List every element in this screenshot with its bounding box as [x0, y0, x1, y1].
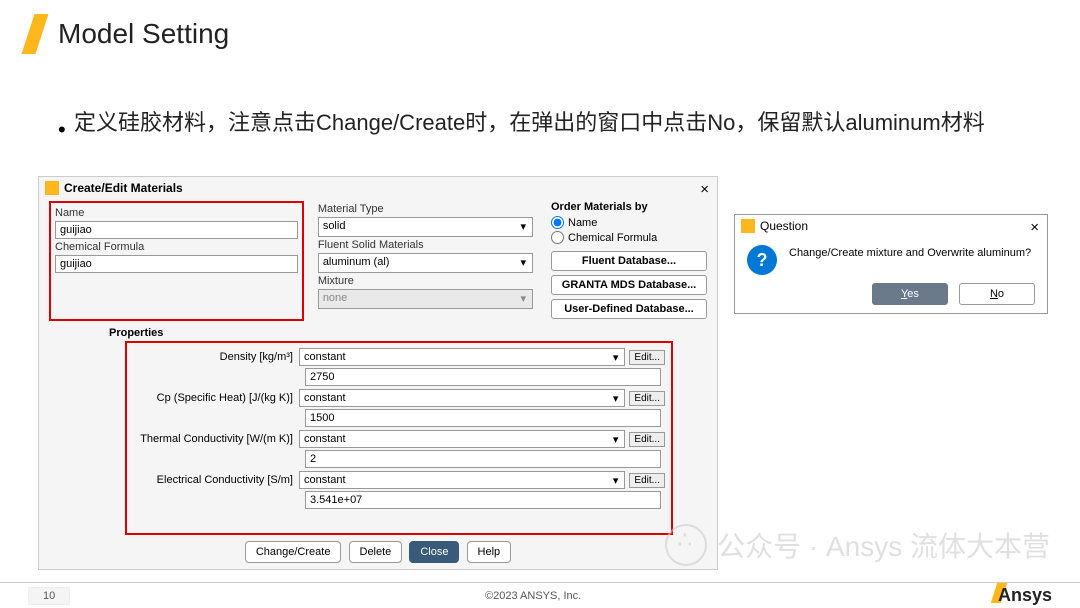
footer: 10 ©2023 ANSYS, Inc. Ansys — [0, 582, 1080, 608]
mat-type-select[interactable]: solid — [318, 217, 533, 237]
density-select[interactable]: constant — [299, 348, 625, 366]
watermark: 公众号 · Ansys 流体大本营 — [665, 524, 1050, 566]
electrical-value[interactable]: 3.541e+07 — [305, 491, 661, 509]
delete-button[interactable]: Delete — [349, 541, 403, 563]
material-type-section: Material Type solid Fluent Solid Materia… — [318, 201, 533, 321]
order-section: Order Materials by Name Chemical Formula… — [551, 201, 707, 321]
thermal-value[interactable]: 2 — [305, 450, 661, 468]
fluent-solid-select[interactable]: aluminum (al) — [318, 253, 533, 273]
bullet-text: 定义硅胶材料，注意点击Change/Create时，在弹出的窗口中点击No，保留… — [74, 108, 985, 139]
mixture-select: none — [318, 289, 533, 309]
radio-name[interactable] — [551, 216, 564, 229]
title-accent — [22, 14, 49, 54]
cp-select[interactable]: constant — [299, 389, 625, 407]
question-mark-icon: ? — [747, 245, 777, 275]
cp-value[interactable]: 1500 — [305, 409, 661, 427]
order-header: Order Materials by — [551, 201, 707, 213]
watermark-text: 公众号 · Ansys 流体大本营 — [717, 525, 1050, 565]
ansys-icon — [45, 181, 59, 195]
formula-input[interactable]: guijiao — [55, 255, 298, 273]
thermal-label: Thermal Conductivity [W/(m K)] — [133, 433, 299, 445]
name-label: Name — [55, 207, 298, 219]
order-formula-radio[interactable]: Chemical Formula — [551, 231, 707, 244]
electrical-label: Electrical Conductivity [S/m] — [133, 474, 299, 486]
thermal-select[interactable]: constant — [299, 430, 625, 448]
density-edit-button[interactable]: Edit... — [629, 350, 665, 365]
name-section: Name guijiao Chemical Formula guijiao — [49, 201, 304, 321]
bullet-dot: • — [58, 117, 66, 143]
close-button[interactable]: Close — [409, 541, 459, 563]
create-edit-materials-dialog: Create/Edit Materials × Name guijiao Che… — [38, 176, 718, 570]
question-dialog: Question × ? Change/Create mixture and O… — [734, 214, 1048, 314]
action-row: Change/Create Delete Close Help — [49, 541, 707, 563]
yes-button[interactable]: Yes — [872, 283, 948, 305]
copyright: ©2023 ANSYS, Inc. — [485, 590, 581, 602]
thermal-edit-button[interactable]: Edit... — [629, 432, 665, 447]
question-titlebar: Question — [735, 215, 1047, 237]
radio-formula[interactable] — [551, 231, 564, 244]
electrical-edit-button[interactable]: Edit... — [629, 473, 665, 488]
formula-label: Chemical Formula — [55, 241, 298, 253]
ansys-icon — [741, 219, 755, 233]
cp-edit-button[interactable]: Edit... — [629, 391, 665, 406]
density-label: Density [kg/m³] — [133, 351, 299, 363]
change-create-button[interactable]: Change/Create — [245, 541, 342, 563]
mat-type-label: Material Type — [318, 203, 533, 215]
help-button[interactable]: Help — [467, 541, 512, 563]
question-title: Question — [760, 219, 808, 233]
name-input[interactable]: guijiao — [55, 221, 298, 239]
page-number: 10 — [28, 587, 70, 605]
user-database-button[interactable]: User-Defined Database... — [551, 299, 707, 319]
properties-header: Properties — [109, 327, 707, 339]
question-close-icon[interactable]: × — [1030, 219, 1039, 236]
granta-database-button[interactable]: GRANTA MDS Database... — [551, 275, 707, 295]
density-value[interactable]: 2750 — [305, 368, 661, 386]
electrical-select[interactable]: constant — [299, 471, 625, 489]
ansys-logo: Ansys — [996, 585, 1052, 606]
properties-section: Properties Density [kg/m³] constant Edit… — [49, 327, 707, 535]
fluent-database-button[interactable]: Fluent Database... — [551, 251, 707, 271]
slide-title: Model Setting — [58, 18, 229, 50]
cp-label: Cp (Specific Heat) [J/(kg K)] — [133, 392, 299, 404]
fluent-solid-label: Fluent Solid Materials — [318, 239, 533, 251]
dialog-titlebar: Create/Edit Materials — [39, 177, 717, 199]
no-button[interactable]: No — [959, 283, 1035, 305]
wechat-icon — [665, 524, 707, 566]
order-name-radio[interactable]: Name — [551, 216, 707, 229]
properties-box: Density [kg/m³] constant Edit... 2750 Cp… — [125, 341, 673, 535]
mixture-label: Mixture — [318, 275, 533, 287]
close-icon[interactable]: × — [700, 181, 709, 198]
question-text: Change/Create mixture and Overwrite alum… — [789, 245, 1031, 259]
dialog-title: Create/Edit Materials — [64, 181, 183, 195]
